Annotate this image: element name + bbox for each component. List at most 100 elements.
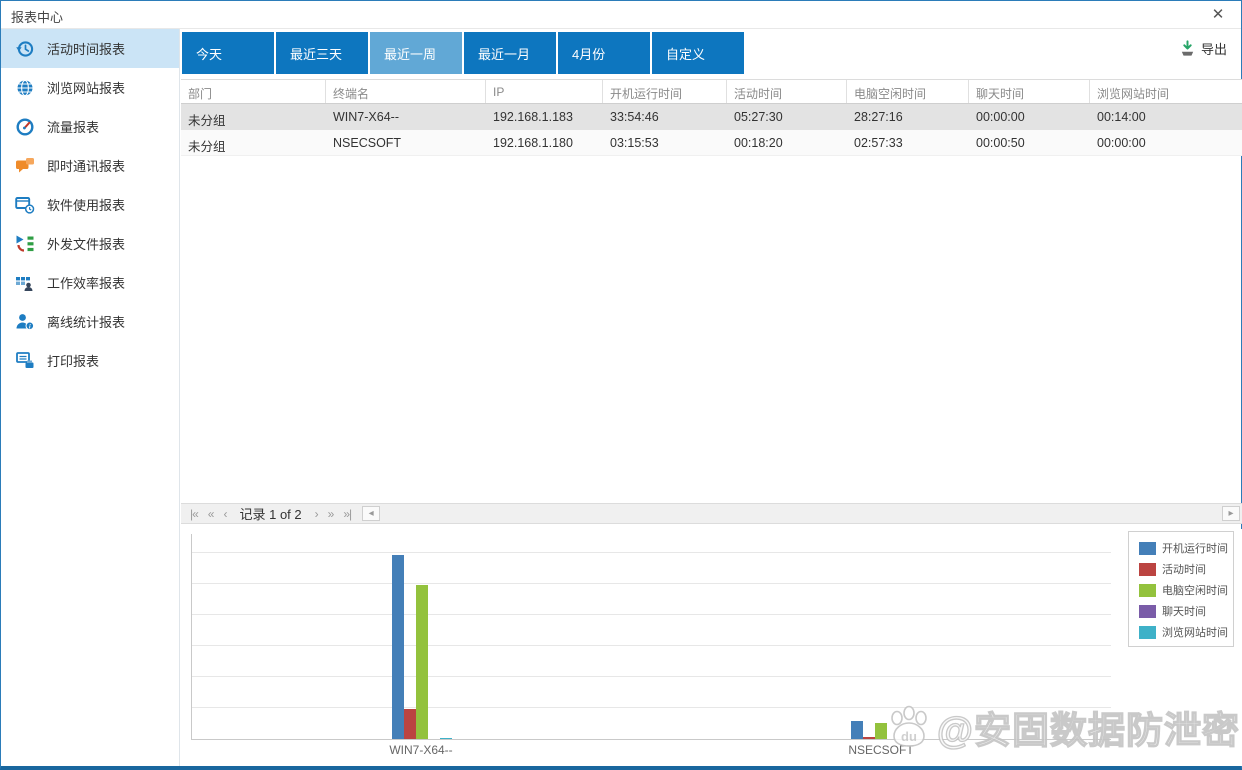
legend-item: 开机运行时间 [1139, 540, 1228, 556]
gauge-icon [16, 117, 34, 136]
legend-swatch [1139, 562, 1156, 576]
tab-last-month[interactable]: 最近一月 [464, 32, 556, 74]
legend-item: 电脑空闲时间 [1139, 582, 1228, 598]
export-download-icon [1181, 40, 1194, 56]
cell-uptime: 33:54:46 [610, 110, 659, 124]
tab-today[interactable]: 今天 [182, 32, 274, 74]
tab-label: 最近三天 [290, 46, 343, 62]
cell-department: 未分组 [188, 114, 226, 128]
tab-custom[interactable]: 自定义 [652, 32, 744, 74]
tab-label: 4月份 [572, 46, 606, 62]
sidebar-item-activity-time-report[interactable]: 活动时间报表 [1, 29, 179, 68]
chart-gridline [192, 583, 1111, 584]
chart-panel: WIN7-X64-- NSECSOFT 开机运行时间 活动时间 电脑空闲时间 聊… [181, 529, 1242, 766]
cell-idle-time: 02:57:33 [854, 136, 903, 150]
titlebar: 报表中心 ✕ [1, 1, 1241, 29]
chart-legend: 开机运行时间 活动时间 电脑空闲时间 聊天时间 浏览网站时间 [1128, 531, 1234, 647]
next-page-button[interactable]: › [314, 506, 319, 521]
cell-ip: 192.168.1.183 [493, 110, 573, 124]
horizontal-scrollbar-track[interactable] [380, 506, 1222, 521]
history-icon [16, 40, 34, 57]
tab-last-week[interactable]: 最近一周 [370, 32, 462, 74]
close-icon[interactable]: ✕ [1211, 6, 1225, 23]
sidebar-item-traffic-report[interactable]: 流量报表 [1, 107, 179, 146]
bar-浏览网站时间 [439, 738, 452, 739]
sidebar-item-print-report[interactable]: 打印报表 [1, 341, 179, 380]
svg-text:i: i [29, 323, 31, 330]
x-axis-label: NSECSOFT [848, 743, 914, 757]
tab-last-3-days[interactable]: 最近三天 [276, 32, 368, 74]
column-header[interactable]: 浏览网站时间 [1097, 87, 1170, 101]
export-label: 导出 [1200, 42, 1227, 57]
column-header[interactable]: IP [486, 80, 603, 103]
sidebar-item-outgoing-file-report[interactable]: 外发文件报表 [1, 224, 179, 263]
efficiency-icon [16, 276, 33, 291]
legend-label: 浏览网站时间 [1162, 627, 1228, 639]
chart-x-axis-labels: WIN7-X64-- NSECSOFT [191, 743, 1111, 757]
chart-gridline [192, 676, 1111, 677]
column-header[interactable]: 终端名 [326, 80, 486, 103]
column-header[interactable]: 开机运行时间 [603, 80, 727, 103]
sidebar-item-label: 浏览网站报表 [47, 81, 126, 96]
window-title: 报表中心 [11, 10, 64, 25]
last-page-button[interactable]: »| [343, 506, 352, 521]
column-header[interactable]: 活动时间 [727, 80, 847, 103]
cell-active-time: 05:27:30 [734, 110, 783, 124]
sidebar: 活动时间报表 浏览网站报表 流量报表 即时通讯报表 [1, 29, 180, 766]
cell-browsing-time: 00:14:00 [1097, 110, 1146, 124]
sidebar-item-work-efficiency-report[interactable]: 工作效率报表 [1, 263, 179, 302]
legend-label: 聊天时间 [1162, 606, 1206, 618]
chart-gridline [192, 707, 1111, 708]
cell-browsing-time: 00:00:00 [1097, 136, 1146, 150]
sidebar-item-label: 活动时间报表 [47, 42, 126, 57]
chart-gridline [192, 552, 1111, 553]
print-icon [16, 351, 34, 368]
legend-label: 活动时间 [1162, 564, 1206, 576]
first-page-button[interactable]: |« [190, 506, 199, 521]
chart-bar-group-NSECSOFT [652, 534, 1112, 739]
prev-page-button[interactable]: ‹ [223, 506, 227, 521]
next-fast-button[interactable]: » [327, 506, 335, 521]
table-row[interactable]: 未分组 WIN7-X64-- 192.168.1.183 33:54:46 05… [181, 104, 1242, 130]
cell-uptime: 03:15:53 [610, 136, 659, 150]
x-axis-label: WIN7-X64-- [389, 743, 453, 757]
legend-label: 开机运行时间 [1162, 543, 1228, 555]
sidebar-item-label: 打印报表 [47, 354, 100, 369]
outgoing-file-icon [16, 235, 34, 252]
legend-label: 电脑空闲时间 [1162, 585, 1228, 597]
bar-电脑空闲时间 [415, 585, 428, 739]
bar-活动时间 [403, 709, 416, 739]
tab-label: 最近一周 [384, 46, 437, 62]
bar-开机运行时间 [851, 721, 864, 739]
column-header[interactable]: 部门 [181, 80, 326, 103]
offline-stats-icon: i [16, 313, 35, 330]
chart-plot [191, 534, 1111, 740]
prev-fast-button[interactable]: « [207, 506, 215, 521]
sidebar-item-im-report[interactable]: 即时通讯报表 [1, 146, 179, 185]
sidebar-item-label: 即时通讯报表 [47, 159, 126, 174]
bar-电脑空闲时间 [875, 723, 888, 739]
tab-april[interactable]: 4月份 [558, 32, 650, 74]
bar-开机运行时间 [391, 555, 404, 739]
table-header: 部门 终端名 IP 开机运行时间 活动时间 电脑空闲时间 聊天时间 浏览网站时间 [181, 79, 1242, 104]
export-button[interactable]: 导出 [1179, 39, 1227, 58]
legend-swatch [1139, 604, 1156, 618]
cell-ip: 192.168.1.180 [493, 136, 573, 150]
table-row[interactable]: 未分组 NSECSOFT 192.168.1.180 03:15:53 00:1… [181, 130, 1242, 156]
cell-idle-time: 28:27:16 [854, 110, 903, 124]
legend-item: 活动时间 [1139, 561, 1227, 577]
sidebar-item-offline-stats-report[interactable]: i 离线统计报表 [1, 302, 179, 341]
bar-活动时间 [863, 737, 876, 739]
scroll-left-button[interactable]: ◂ [362, 506, 381, 521]
cell-chat-time: 00:00:00 [976, 110, 1025, 124]
column-header[interactable]: 电脑空闲时间 [847, 80, 969, 103]
legend-swatch [1139, 583, 1156, 597]
tab-label: 最近一月 [478, 46, 531, 62]
sidebar-item-browsing-report[interactable]: 浏览网站报表 [1, 68, 179, 107]
sidebar-item-software-usage-report[interactable]: 软件使用报表 [1, 185, 179, 224]
scroll-right-button[interactable]: ▸ [1222, 506, 1240, 521]
chat-icon [16, 157, 34, 172]
column-header[interactable]: 聊天时间 [969, 80, 1090, 103]
legend-swatch [1139, 541, 1156, 555]
